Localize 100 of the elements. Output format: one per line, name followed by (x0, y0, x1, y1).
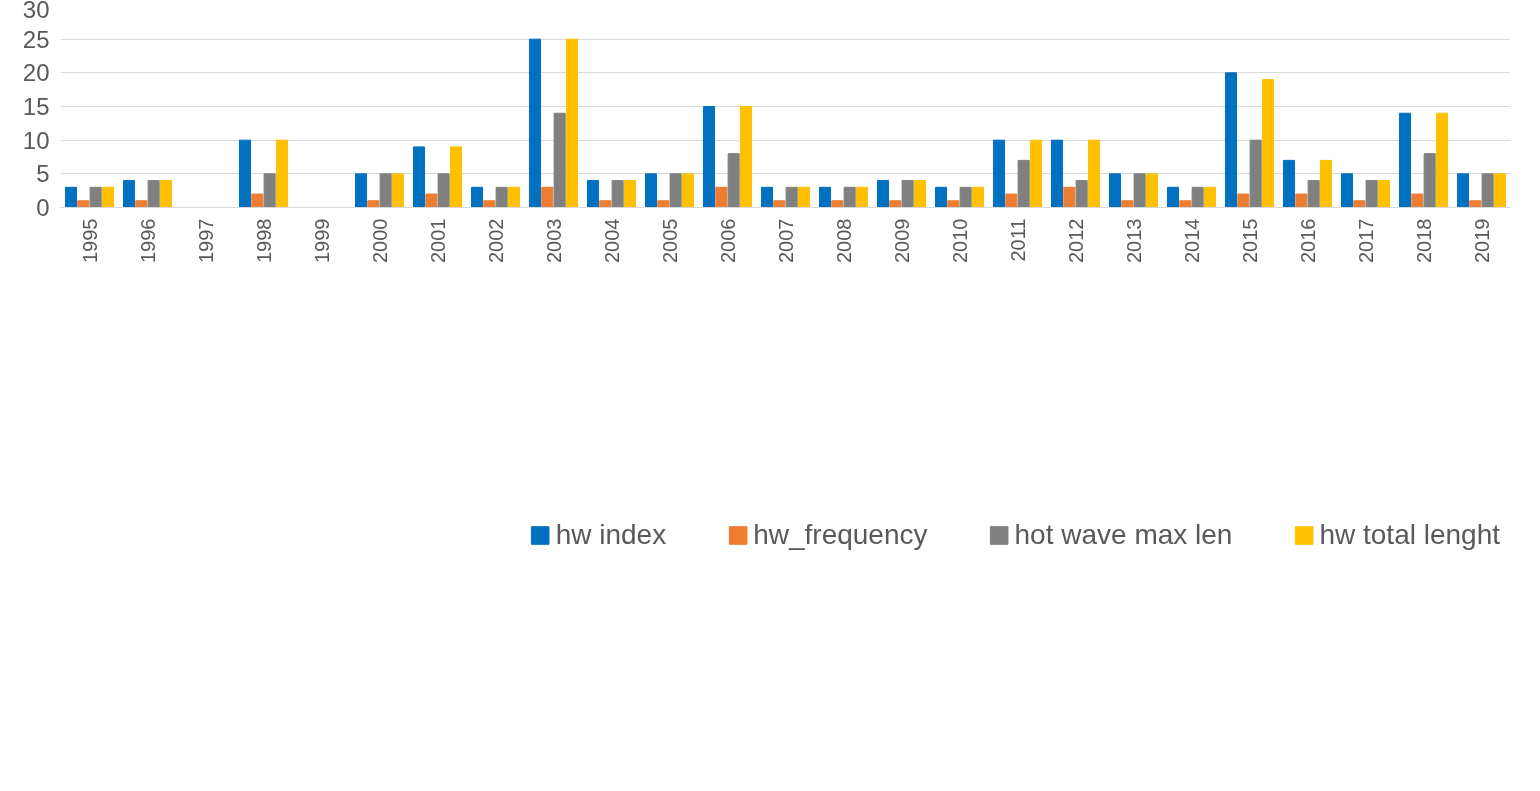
y-tick-label: 20 (22, 59, 50, 87)
bar (528, 38, 542, 208)
bar (1398, 112, 1412, 208)
bar (425, 193, 438, 208)
bar (1108, 173, 1122, 208)
bar (785, 186, 798, 208)
bar (412, 146, 426, 208)
bar (901, 180, 914, 208)
bar (449, 146, 463, 208)
y-tick-label: 25 (22, 25, 50, 53)
x-tick-label: 2006 (716, 218, 739, 263)
x-tick-label: 2016 (1296, 218, 1319, 263)
bar (1203, 186, 1217, 208)
bar (1411, 193, 1424, 208)
x-tick-label: 2014 (1180, 218, 1203, 263)
bar (379, 173, 392, 208)
bar (1050, 139, 1064, 208)
bar (715, 186, 728, 208)
bar (122, 180, 136, 208)
bar (367, 200, 380, 208)
bar (1249, 139, 1262, 208)
x-tick-label: 2005 (658, 218, 681, 263)
bar (495, 186, 508, 208)
bar (251, 193, 264, 208)
bar (644, 173, 658, 208)
bar (1423, 153, 1436, 208)
x-tick-label: 2004 (600, 218, 623, 263)
bar (470, 186, 484, 208)
bar (797, 186, 811, 208)
bar (727, 153, 740, 208)
bar (876, 180, 890, 208)
x-tick-label: 2017 (1354, 218, 1377, 263)
bar (1166, 186, 1180, 208)
y-tick-label: 10 (22, 126, 50, 154)
bar (913, 180, 927, 208)
x-tick-label: 1995 (78, 218, 101, 263)
bar (1133, 173, 1146, 208)
bar (971, 186, 985, 208)
bar (1145, 173, 1159, 208)
bar (1087, 139, 1101, 208)
bar (959, 186, 972, 208)
bar (681, 173, 695, 208)
bar (1319, 159, 1333, 208)
bar (1435, 112, 1449, 208)
bar (1365, 180, 1378, 208)
bar (1353, 200, 1366, 208)
bar (159, 180, 173, 208)
bar (843, 186, 856, 208)
bar (1481, 173, 1494, 208)
bar (1121, 200, 1134, 208)
bar (1179, 200, 1192, 208)
bar (855, 186, 869, 208)
x-tick-label: 1996 (136, 218, 159, 263)
bar (739, 106, 753, 208)
x-tick-label: 2019 (1470, 218, 1493, 263)
bar (702, 106, 716, 208)
bar (541, 186, 554, 208)
bar (1307, 180, 1320, 208)
bar (934, 186, 948, 208)
bar (818, 186, 832, 208)
bar (147, 180, 160, 208)
x-tick-label: 2015 (1238, 218, 1261, 263)
bar (101, 186, 115, 208)
bar (1191, 186, 1204, 208)
bar (1017, 159, 1030, 208)
bar (1224, 72, 1238, 208)
bar (586, 180, 600, 208)
x-tick-label: 2009 (890, 218, 913, 263)
bar (1340, 173, 1354, 208)
bar (773, 200, 786, 208)
x-tick-label: 2018 (1412, 218, 1435, 263)
bar (275, 139, 289, 208)
x-tick-label: 2008 (832, 218, 855, 263)
bar (565, 38, 579, 208)
bar (669, 173, 682, 208)
bar (760, 186, 774, 208)
bar (1456, 173, 1470, 208)
bar (483, 200, 496, 208)
y-tick-label: 15 (22, 93, 50, 120)
bar (263, 173, 276, 208)
bar (611, 180, 624, 208)
legend-label: hw total lenght (1319, 519, 1500, 551)
bar (1237, 193, 1250, 208)
x-tick-label: 1997 (194, 218, 217, 263)
bar (992, 139, 1006, 208)
y-tick-label: 5 (36, 160, 50, 188)
bar (1295, 193, 1308, 208)
x-tick-label: 2012 (1064, 218, 1087, 263)
x-tick-label: 2000 (368, 218, 391, 263)
legend-label: hw_frequency (753, 519, 928, 551)
bar (1029, 139, 1043, 208)
x-tick-label: 2011 (1006, 218, 1029, 262)
x-tick-label: 2002 (484, 218, 507, 263)
bar (77, 200, 90, 208)
bar (599, 200, 612, 208)
bar (238, 139, 252, 208)
bar (657, 200, 670, 208)
bar (831, 200, 844, 208)
x-tick-label: 2010 (948, 218, 971, 263)
legend-label: hot wave max len (1014, 519, 1233, 551)
